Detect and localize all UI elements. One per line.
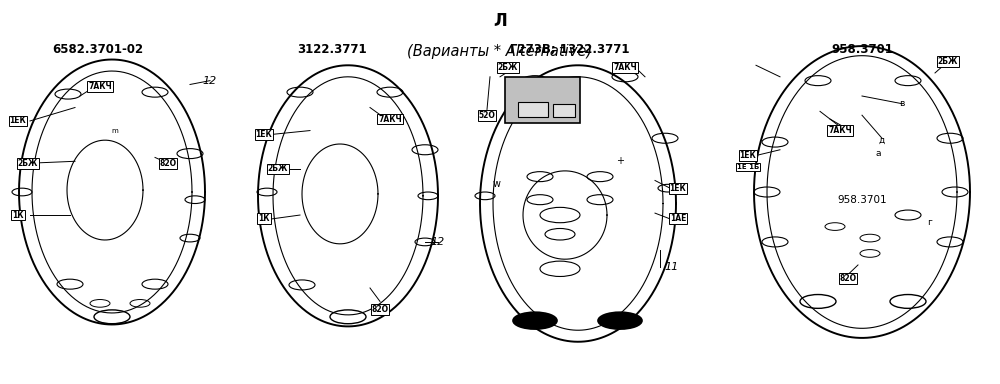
Text: 82О: 82О xyxy=(371,305,389,314)
Text: 6582.3701-02: 6582.3701-02 xyxy=(52,43,144,56)
Text: Л: Л xyxy=(493,12,507,30)
Text: 2БЖ: 2БЖ xyxy=(268,164,288,174)
Text: а: а xyxy=(875,149,881,158)
Text: 7АКЧ: 7АКЧ xyxy=(613,63,637,72)
Text: 82О: 82О xyxy=(839,274,857,283)
Text: д: д xyxy=(879,136,885,145)
Text: 1К: 1К xyxy=(12,210,24,220)
Text: 1АЕ: 1АЕ xyxy=(670,214,686,223)
Text: 958.3701: 958.3701 xyxy=(837,195,887,205)
Text: 52О: 52О xyxy=(479,111,495,120)
Text: +: + xyxy=(616,156,624,166)
Text: 1Е 1Б: 1Е 1Б xyxy=(737,164,759,170)
Text: 7АКЧ: 7АКЧ xyxy=(88,82,112,91)
Text: 12: 12 xyxy=(431,237,445,247)
Text: 1К: 1К xyxy=(258,214,270,223)
Text: w: w xyxy=(493,179,501,189)
Text: 3122.3771: 3122.3771 xyxy=(297,43,367,56)
Text: 2БЖ: 2БЖ xyxy=(938,57,958,66)
Text: 958.3701: 958.3701 xyxy=(831,43,893,56)
Text: 7АКЧ: 7АКЧ xyxy=(378,114,402,124)
Text: 1ЕК: 1ЕК xyxy=(10,116,26,126)
Bar xyxy=(553,104,575,117)
Text: 11: 11 xyxy=(665,262,679,272)
Circle shape xyxy=(598,312,642,329)
Text: 12: 12 xyxy=(203,76,217,86)
Text: 2БЖ: 2БЖ xyxy=(498,63,518,72)
Bar xyxy=(505,77,580,123)
Text: 1ЕК: 1ЕК xyxy=(256,130,272,139)
Circle shape xyxy=(513,312,557,329)
Text: 82О: 82О xyxy=(159,159,177,168)
Bar xyxy=(518,102,548,117)
Text: в: в xyxy=(899,99,905,108)
Text: г: г xyxy=(928,218,932,227)
Text: 2БЖ: 2БЖ xyxy=(18,159,38,168)
Text: m: m xyxy=(112,127,118,134)
Text: 1ЕК: 1ЕК xyxy=(740,151,756,160)
Text: 7АКЧ: 7АКЧ xyxy=(828,126,852,135)
Text: (Варианты * Alternative): (Варианты * Alternative) xyxy=(407,44,593,59)
Text: Г273В; 1322.3771: Г273В; 1322.3771 xyxy=(510,43,630,56)
Text: 1ЕК: 1ЕК xyxy=(670,184,686,193)
